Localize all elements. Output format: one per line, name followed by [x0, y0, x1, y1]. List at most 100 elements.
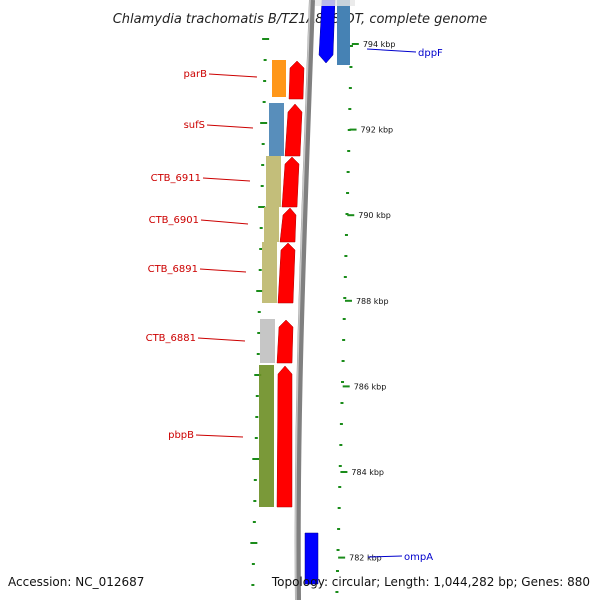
gene-arrow-CTB_6911[interactable] [281, 156, 300, 208]
scale-label-784: 784 kbp [351, 468, 384, 477]
inner-tick [251, 584, 255, 586]
scale-label-790: 790 kbp [358, 211, 391, 220]
gene-arrow-CTB_6901[interactable] [279, 207, 297, 243]
inner-tick [252, 521, 256, 523]
outer-tick-row [335, 45, 353, 593]
scale-tick-784 [340, 471, 348, 473]
outer-tick [342, 318, 346, 320]
outer-tick [341, 360, 345, 362]
inner-tick [261, 164, 265, 166]
gene-label-CTB_6911[interactable]: CTB_6911 [151, 173, 201, 184]
outer-tick [344, 234, 348, 236]
genome-backbone [294, 0, 315, 600]
scale-tick-788 [344, 299, 352, 302]
outer-tick [349, 45, 353, 47]
scale-tick-790 [347, 214, 355, 217]
cog-block-pbpB [259, 365, 274, 507]
cog-block-CTB_6891 [262, 242, 277, 303]
leader-line-CTB_6911 [202, 177, 251, 182]
gene-label-dppF[interactable]: dppF [418, 48, 443, 59]
outer-tick [346, 192, 350, 194]
leader-line-ompA [367, 555, 403, 558]
genome-map-top-overflow [315, 0, 355, 6]
cog-block-parB [272, 60, 286, 97]
cog-block-dppF [337, 0, 350, 65]
inner-tick [258, 269, 262, 271]
outer-tick [337, 528, 341, 530]
cog-block-CTB_6881 [260, 319, 275, 363]
outer-tick [342, 339, 346, 341]
scale-tick-782 [338, 556, 346, 559]
inner-tick [254, 374, 262, 376]
scale-label-788: 788 kbp [356, 297, 389, 306]
cog-block-CTB_6911 [266, 156, 281, 207]
gene-label-parB[interactable]: parB [184, 69, 208, 80]
inner-tick [255, 395, 259, 397]
gene-label-CTB_6901[interactable]: CTB_6901 [149, 215, 199, 226]
scale-tick-792 [349, 128, 357, 131]
outer-tick [338, 486, 342, 488]
cog-block-sufS [269, 103, 284, 156]
gene-arrow-pbpB[interactable] [276, 365, 293, 508]
inner-tick [255, 416, 259, 418]
inner-tick [261, 143, 265, 145]
outer-tick [343, 297, 347, 299]
inner-tick [253, 500, 257, 502]
leader-line-CTB_6901 [200, 219, 249, 225]
gene-arrow-parB[interactable] [288, 60, 305, 100]
kbp-scale: 794 kbp 792 kbp 790 kbp 788 kbp 786 kbp 784 k… [338, 40, 395, 563]
inner-tick [254, 437, 258, 439]
outer-tick [346, 171, 350, 173]
outer-tick [348, 87, 352, 89]
inner-tick [262, 38, 270, 40]
scale-label-792: 792 kbp [361, 126, 394, 135]
outer-tick [347, 129, 351, 131]
gene-label-sufS[interactable]: sufS [184, 120, 205, 131]
leader-line-dppF [366, 48, 417, 53]
cog-track-forward [259, 60, 286, 507]
inner-tick [257, 332, 261, 334]
outer-tick [349, 66, 353, 68]
outer-tick [335, 591, 339, 593]
inner-tick [257, 311, 261, 313]
inner-tick [253, 479, 257, 481]
inner-tick [262, 101, 266, 103]
inner-tick [263, 59, 267, 61]
inner-tick-row [250, 38, 270, 586]
gene-arrow-ompA[interactable] [304, 532, 319, 585]
outer-tick [337, 507, 341, 509]
inner-tick [250, 542, 258, 544]
outer-tick [338, 465, 342, 467]
scale-label-782: 782 kbp [349, 554, 382, 563]
gene-arrow-CTB_6881[interactable] [276, 319, 294, 364]
gene-arrow-CTB_6891[interactable] [277, 242, 296, 304]
map-title: Chlamydia trachomatis B/TZ1A828/OT, comp… [113, 12, 488, 27]
outer-tick [343, 276, 347, 278]
outer-tick [348, 108, 352, 110]
leader-line-CTB_6881 [197, 337, 246, 342]
gene-label-pbpB[interactable]: pbpB [168, 430, 194, 441]
gene-arrow-dppF[interactable] [318, 0, 336, 64]
leader-line-sufS [206, 124, 254, 129]
scale-tick-786 [342, 385, 350, 388]
scale-label-786: 786 kbp [354, 382, 387, 391]
inner-tick [259, 227, 263, 229]
gene-label-CTB_6891[interactable]: CTB_6891 [148, 264, 198, 275]
inner-tick [263, 80, 267, 82]
genome-summary-text: Topology: circular; Length: 1,044,282 bp… [271, 575, 590, 589]
outer-tick [345, 213, 349, 215]
inner-tick [260, 122, 268, 124]
leader-line-pbpB [195, 434, 244, 438]
gene-label-CTB_6881[interactable]: CTB_6881 [146, 333, 196, 344]
inner-tick [260, 185, 264, 187]
gene-arrow-sufS[interactable] [284, 103, 303, 157]
gene-label-ompA[interactable]: ompA [404, 552, 433, 563]
inner-tick [251, 563, 255, 565]
inner-tick [256, 353, 260, 355]
reverse-gene-arrows [304, 0, 336, 585]
outer-tick [340, 402, 344, 404]
forward-gene-arrows [276, 60, 305, 508]
outer-tick [344, 255, 348, 257]
genome-backbone-highlight [294, 0, 311, 600]
